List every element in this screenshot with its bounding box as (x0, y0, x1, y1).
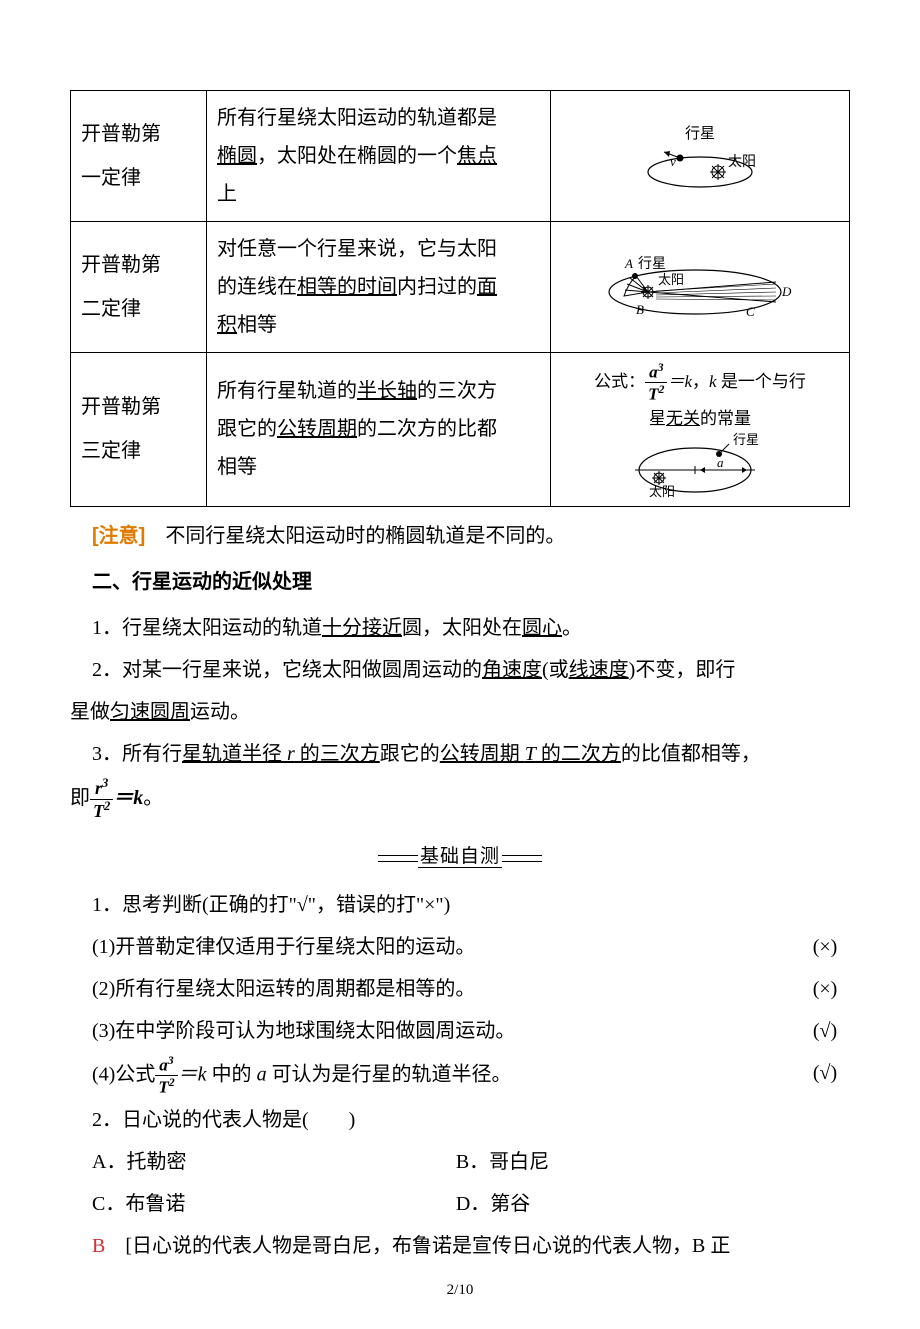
svg-text:行星: 行星 (638, 256, 666, 272)
svg-text:B: B (636, 302, 644, 317)
q2-options-row1: A．托勒密 B．哥白尼 (92, 1143, 850, 1181)
approx-2b: 星做匀速圆周运动。 (70, 693, 850, 731)
q2-option-d: D．第谷 (456, 1185, 820, 1223)
svg-text:D: D (781, 284, 792, 299)
answer-line: B [日心说的代表人物是哥白尼，布鲁诺是宣传日心说的代表人物，B 正 (92, 1227, 850, 1265)
equal-area-icon: A 行星 太阳 B C D (600, 254, 800, 320)
svg-text:行星: 行星 (733, 432, 759, 447)
svg-text:a: a (717, 455, 724, 470)
q2-stem: 2．日心说的代表人物是( ) (92, 1101, 850, 1139)
law2-figure: A 行星 太阳 B C D (550, 222, 849, 353)
svg-text:C: C (746, 304, 755, 319)
svg-text:太阳: 太阳 (658, 272, 684, 287)
q1-item-4: (4)公式a3T2＝k 中的 a 可认为是行星的轨道半径。 (√) (92, 1054, 850, 1098)
table-row: 开普勒第一定律 所有行星绕太阳运动的轨道都是 椭圆，太阳处在椭圆的一个焦点 上 … (71, 91, 850, 222)
semi-major-icon: 行星 太阳 a (625, 432, 775, 498)
law1-name: 开普勒第一定律 (71, 91, 207, 222)
answer-letter: B (92, 1235, 105, 1257)
law3-name: 开普勒第三定律 (71, 353, 207, 507)
page-number: 2/10 (0, 1276, 920, 1305)
self-test-heading: 基础自测 (70, 839, 850, 875)
q1-stem: 1．思考判断(正确的打"√"，错误的打"×") (92, 886, 850, 924)
approx-2: 2．对某一行星来说，它绕太阳做圆周运动的角速度(或线速度)不变，即行 (92, 651, 850, 689)
approx-3: 3．所有行星轨道半径 r 的三次方跟它的公转周期 T 的二次方的比值都相等， (92, 735, 850, 773)
law2-name: 开普勒第二定律 (71, 222, 207, 353)
q2-options-row2: C．布鲁诺 D．第谷 (92, 1185, 850, 1223)
law1-desc: 所有行星绕太阳运动的轨道都是 椭圆，太阳处在椭圆的一个焦点 上 (207, 91, 551, 222)
q1-item-2: (2)所有行星绕太阳运转的周期都是相等的。(×) (92, 970, 850, 1008)
q1-item-3: (3)在中学阶段可认为地球围绕太阳做圆周运动。(√) (92, 1012, 850, 1050)
table-row: 开普勒第二定律 对任意一个行星来说，它与太阳 的连线在相等的时间内扫过的面 积相… (71, 222, 850, 353)
approx-3b: 即r3T2＝k。 (70, 777, 850, 822)
law1-figure: 行星 v 太阳 (550, 91, 849, 222)
svg-text:A: A (624, 256, 633, 271)
q1-item-1: (1)开普勒定律仅适用于行星绕太阳的运动。(×) (92, 928, 850, 966)
approx-1: 1．行星绕太阳运动的轨道十分接近圆，太阳处在圆心。 (92, 609, 850, 647)
q2-option-b: B．哥白尼 (456, 1143, 820, 1181)
law3-formula: 公式：a3T2＝k，k 是一个与行 星无关的常量 行星 太阳 (550, 353, 849, 507)
note-label: [注意] (92, 525, 145, 547)
table-row: 开普勒第三定律 所有行星轨道的半长轴的三次方 跟它的公转周期的二次方的比都 相等… (71, 353, 850, 507)
svg-text:太阳: 太阳 (728, 154, 756, 170)
q2-option-c: C．布鲁诺 (92, 1185, 456, 1223)
q2-option-a: A．托勒密 (92, 1143, 456, 1181)
ellipse-orbit-icon: v 太阳 (640, 146, 760, 190)
kepler-laws-table: 开普勒第一定律 所有行星绕太阳运动的轨道都是 椭圆，太阳处在椭圆的一个焦点 上 … (70, 90, 850, 507)
law3-desc: 所有行星轨道的半长轴的三次方 跟它的公转周期的二次方的比都 相等 (207, 353, 551, 507)
note-line: [注意] 不同行星绕太阳运动时的椭圆轨道是不同的。 (92, 517, 850, 555)
page: 开普勒第一定律 所有行星绕太阳运动的轨道都是 椭圆，太阳处在椭圆的一个焦点 上 … (0, 0, 920, 1329)
svg-text:太阳: 太阳 (649, 484, 675, 498)
svg-text:v: v (670, 154, 676, 169)
note-text: 不同行星绕太阳运动时的椭圆轨道是不同的。 (145, 525, 565, 547)
law2-desc: 对任意一个行星来说，它与太阳 的连线在相等的时间内扫过的面 积相等 (207, 222, 551, 353)
section-title: 二、行星运动的近似处理 (92, 563, 850, 601)
